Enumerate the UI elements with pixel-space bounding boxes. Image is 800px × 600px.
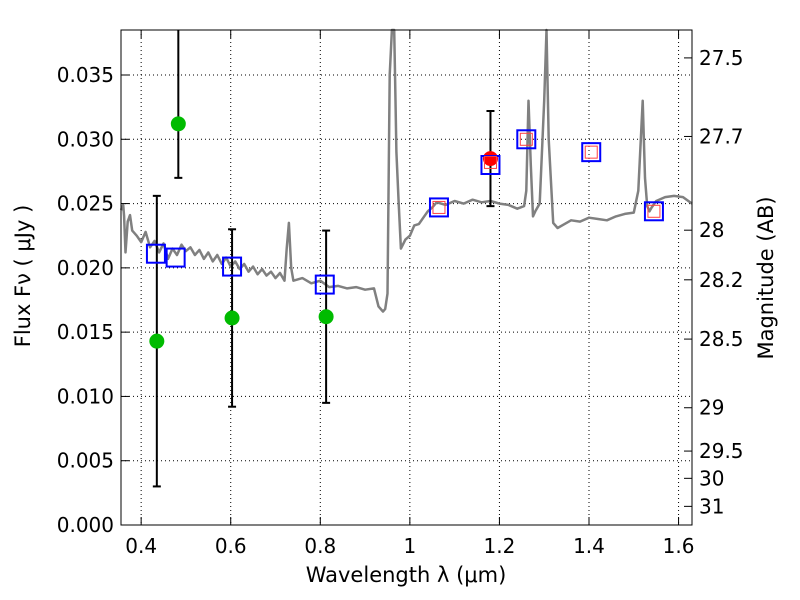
right-tick-label: 31 bbox=[699, 494, 724, 518]
y-tick-label: 0.020 bbox=[57, 256, 114, 280]
right-tick-label: 29 bbox=[699, 396, 724, 420]
marker-layer bbox=[145, 116, 664, 349]
right-axis-title: Magnitude (AB) bbox=[754, 196, 778, 359]
right-magnitude-ticks: 27.5 27.7 28 28.2 28.5 29 29.5 30 31 bbox=[684, 46, 744, 518]
model-square bbox=[222, 256, 243, 277]
data-point-circle bbox=[318, 309, 334, 325]
model-square-inner bbox=[432, 200, 446, 214]
spectrum-layer bbox=[119, 28, 693, 313]
x-ticks: 0.4 0.6 0.8 1 1.2 1.4 1.6 bbox=[125, 30, 694, 558]
model-square bbox=[516, 129, 537, 150]
model-square bbox=[581, 142, 602, 163]
right-tick-label: 27.5 bbox=[699, 46, 744, 70]
data-point-circle bbox=[170, 116, 186, 132]
model-square bbox=[428, 197, 449, 218]
model-square bbox=[145, 243, 166, 264]
model-square bbox=[165, 247, 186, 268]
y-ticks: 0.000 0.005 0.010 0.015 0.020 0.025 0.030 0.035 bbox=[57, 63, 129, 537]
right-tick-label: 28.5 bbox=[699, 327, 744, 351]
right-tick-label: 28 bbox=[699, 218, 724, 242]
y-tick-label: 0.010 bbox=[57, 384, 114, 408]
model-square-inner bbox=[647, 204, 661, 218]
x-tick-label: 0.4 bbox=[125, 534, 157, 558]
y-tick-label: 0.035 bbox=[57, 63, 114, 87]
y-axis-title: Flux Fν ( μJy ) bbox=[11, 205, 35, 348]
data-point-circle bbox=[482, 151, 498, 167]
y-tick-label: 0.000 bbox=[57, 513, 114, 537]
data-point-circle bbox=[224, 310, 240, 326]
x-tick-label: 1.4 bbox=[573, 534, 605, 558]
x-tick-label: 0.6 bbox=[215, 534, 247, 558]
x-tick-label: 1.2 bbox=[484, 534, 516, 558]
model-square-inner bbox=[483, 155, 497, 169]
y-tick-label: 0.025 bbox=[57, 192, 114, 216]
data-point-circle bbox=[149, 333, 165, 349]
y-tick-label: 0.005 bbox=[57, 449, 114, 473]
y-tick-label: 0.015 bbox=[57, 320, 114, 344]
right-tick-label: 30 bbox=[699, 466, 724, 490]
x-axis-title: Wavelength λ (μm) bbox=[306, 563, 507, 587]
right-tick-label: 29.5 bbox=[699, 439, 744, 463]
model-square bbox=[314, 274, 335, 295]
x-tick-label: 1.6 bbox=[663, 534, 695, 558]
model-square-inner bbox=[519, 132, 533, 146]
right-tick-label: 27.7 bbox=[699, 124, 744, 148]
y-tick-label: 0.030 bbox=[57, 127, 114, 151]
right-tick-label: 28.2 bbox=[699, 268, 744, 292]
x-tick-label: 0.8 bbox=[304, 534, 336, 558]
plot-frame bbox=[120, 29, 693, 526]
x-tick-label: 1 bbox=[403, 534, 416, 558]
model-square-inner bbox=[584, 145, 598, 159]
grid-lines bbox=[121, 30, 692, 525]
model-square bbox=[643, 201, 664, 222]
spectrum-line bbox=[119, 28, 693, 313]
